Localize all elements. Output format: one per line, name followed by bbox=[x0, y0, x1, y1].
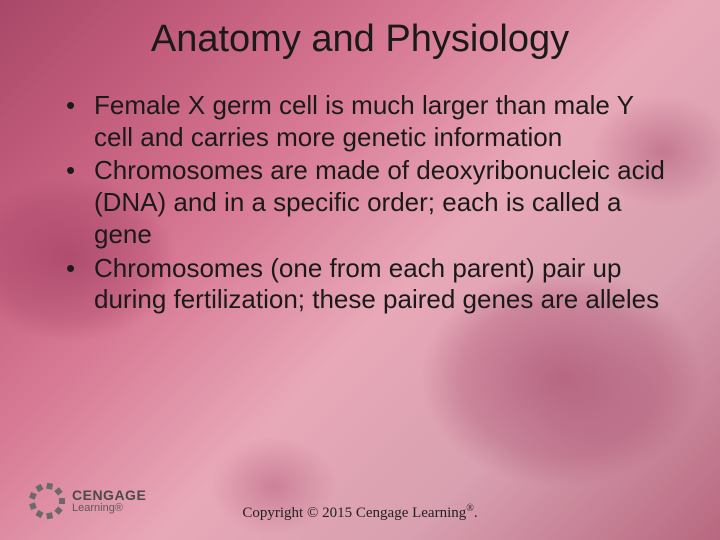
list-item: Chromosomes (one from each parent) pair … bbox=[62, 253, 670, 316]
slide: Anatomy and Physiology Female X germ cel… bbox=[0, 0, 720, 540]
copyright-suffix: . bbox=[474, 505, 478, 521]
copyright-text: Copyright © 2015 Cengage Learning bbox=[242, 505, 466, 521]
registered-icon: ® bbox=[466, 503, 474, 514]
bullet-list: Female X germ cell is much larger than m… bbox=[62, 90, 670, 316]
copyright-line: Copyright © 2015 Cengage Learning®. bbox=[0, 503, 720, 522]
logo-brand: CENGAGE bbox=[72, 488, 146, 502]
slide-title: Anatomy and Physiology bbox=[0, 18, 720, 61]
list-item: Female X germ cell is much larger than m… bbox=[62, 90, 670, 153]
slide-body: Female X germ cell is much larger than m… bbox=[62, 90, 670, 318]
list-item: Chromosomes are made of deoxyribonucleic… bbox=[62, 155, 670, 250]
